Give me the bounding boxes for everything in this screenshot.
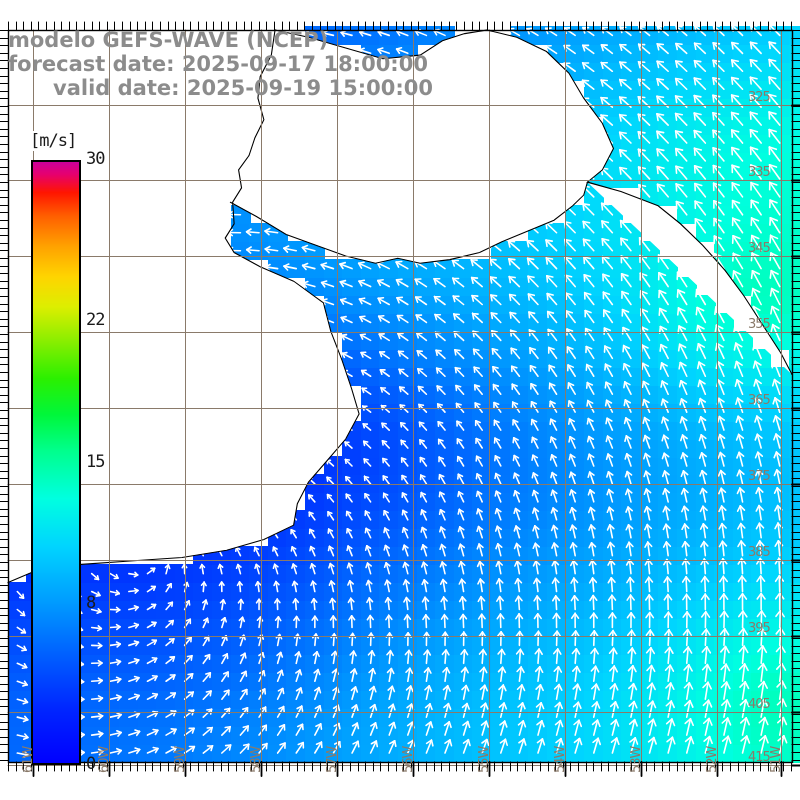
lon-label-51W: 51W — [769, 746, 784, 773]
lat-label-335: 335 — [748, 165, 771, 180]
lon-label-55W: 55W — [477, 746, 492, 773]
lon-label-59W: 59W — [173, 746, 188, 773]
lon-label-58W: 58W — [249, 746, 264, 773]
colorbar-tick-15: 15 — [86, 451, 106, 472]
colorbar-tick-22: 22 — [86, 310, 106, 331]
lon-label-53W: 53W — [629, 746, 644, 773]
lat-label-405: 405 — [748, 697, 771, 712]
lon-label-52W: 52W — [705, 746, 720, 773]
lat-label-365: 365 — [748, 393, 771, 408]
lon-label-57W: 57W — [325, 746, 340, 773]
lon-label-54W: 54W — [553, 746, 568, 773]
colorbar[interactable] — [31, 160, 81, 765]
lat-label-355: 355 — [748, 317, 771, 332]
lon-label-56W: 56W — [401, 746, 416, 773]
colorbar-unit-label: [m/s] — [27, 131, 80, 151]
lat-label-375: 375 — [748, 469, 771, 484]
lat-label-395: 395 — [748, 621, 771, 636]
lon-label-61W: 61W — [21, 746, 36, 773]
lat-label-345: 345 — [748, 241, 771, 256]
colorbar-tick-8: 8 — [86, 592, 96, 613]
lat-label-415: 415 — [748, 750, 771, 765]
colorbar-tick-0: 0 — [86, 754, 96, 774]
lat-label-325: 325 — [748, 90, 771, 105]
colorbar-gradient — [33, 162, 79, 763]
lon-label-60W: 60W — [97, 746, 112, 773]
colorbar-tick-30: 30 — [86, 149, 106, 169]
lat-label-385: 385 — [748, 545, 771, 560]
